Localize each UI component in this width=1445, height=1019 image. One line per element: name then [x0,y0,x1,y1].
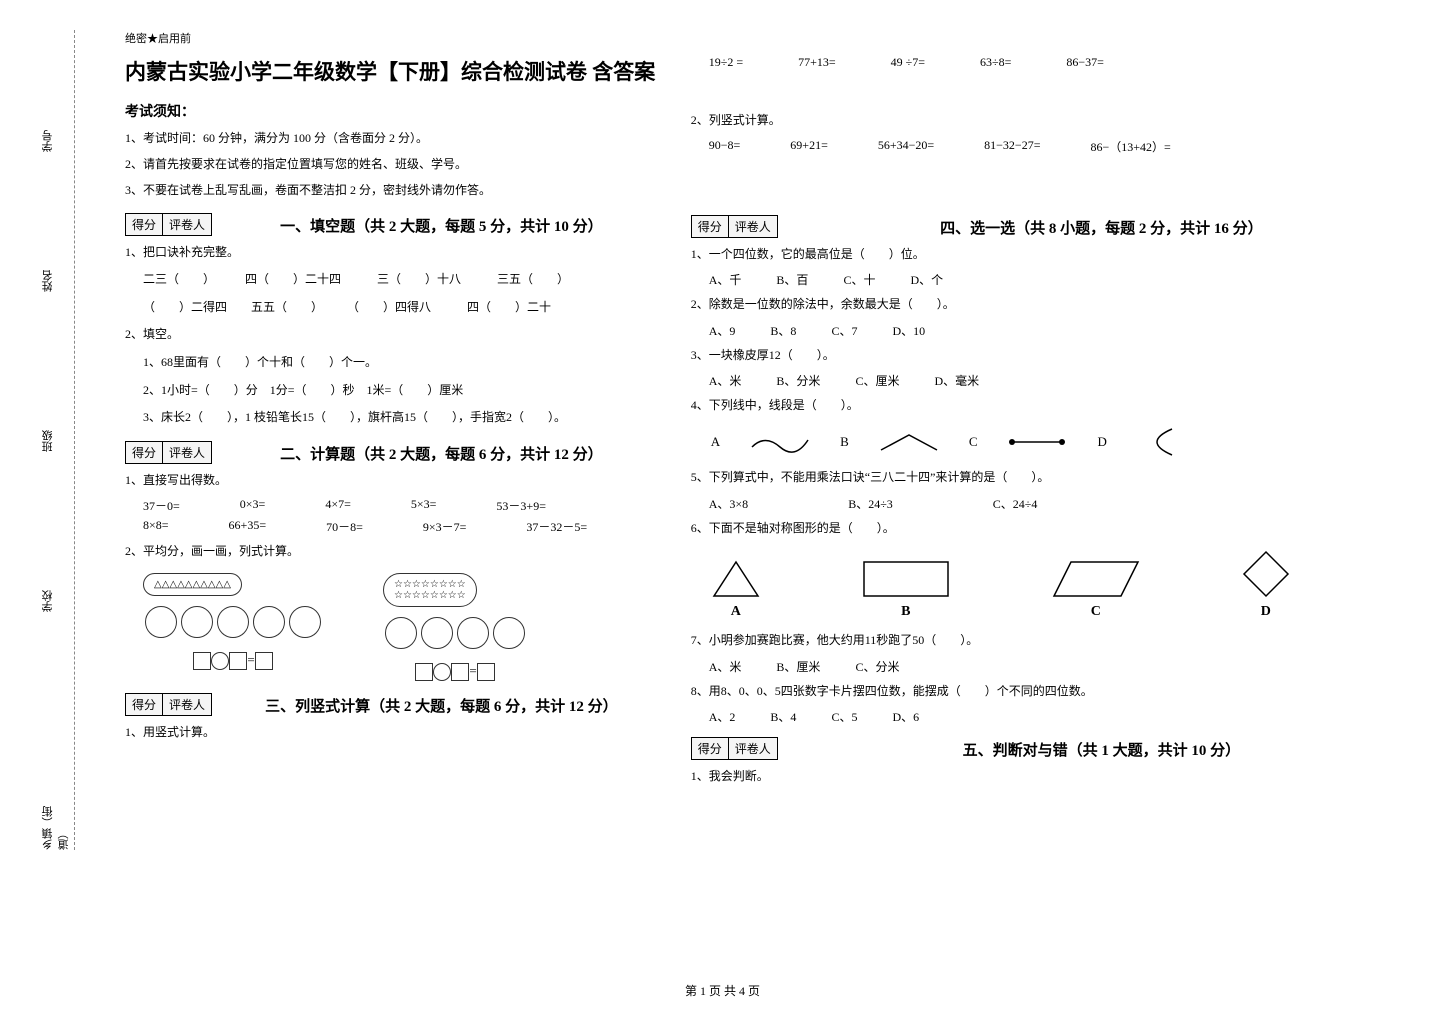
s3-q1: 1、用竖式计算。 [125,722,661,744]
rule-3: 3、不要在试卷上乱写乱画，卷面不整洁扣 2 分，密封线外请勿作答。 [125,181,661,200]
section-4-header: 得分 评卷人 四、选一选（共 8 小题，每题 2 分，共计 16 分） [691,215,1415,238]
s5-q1: 1、我会判断。 [691,766,1415,788]
s4-q4-figures: A B C D [691,427,1415,457]
s4-q8-opts: A、2B、4C、5D、6 [691,708,1415,725]
grader-label: 评卷人 [163,214,211,235]
right-column: 19÷2 = 77+13= 49 ÷7= 63÷8= 86−37= 2、列竖式计… [676,30,1430,794]
s4-q7-opts: A、米B、厘米C、分米 [691,658,1415,675]
score-box: 得分 评卷人 [125,213,212,236]
s1-q2-item2: 2、1小时=（ ）分 1分=（ ）秒 1米=（ ）厘米 [125,380,661,402]
seal-line [45,30,75,850]
score-box: 得分 评卷人 [691,737,778,760]
s2-q1-row2: 8×8= 66+35= 70－8= 9×3－7= 37－32－5= [143,518,661,535]
section-3-title: 三、列竖式计算（共 2 大题，每题 6 分，共计 12 分） [222,693,661,716]
s4-q5: 5、下列算式中，不能用乘法口诀“三八二十四”来计算的是（ ）。 [691,467,1415,489]
segment-c-icon [1007,432,1067,452]
s1-q2: 2、填空。 [125,324,661,346]
angle-b-icon [879,432,939,452]
section-4-title: 四、选一选（共 8 小题，每题 2 分，共计 16 分） [788,215,1415,238]
section-2-header: 得分 评卷人 二、计算题（共 2 大题，每题 6 分，共计 12 分） [125,441,661,464]
s3-q2-row: 90−8= 69+21= 56+34−20= 81−32−27= 86−（13+… [709,138,1415,155]
s4-q2: 2、除数是一位数的除法中，余数最大是（ ）。 [691,294,1415,316]
star-group: ☆☆☆☆☆☆☆☆ ☆☆☆☆☆☆☆☆ = [383,573,527,681]
s2-q2: 2、平均分，画一画，列式计算。 [125,541,661,563]
section-2-title: 二、计算题（共 2 大题，每题 6 分，共计 12 分） [222,441,661,464]
s4-q1-opts: A、千B、百C、十D、个 [691,271,1415,288]
score-box: 得分 评卷人 [125,693,212,716]
exam-title: 内蒙古实验小学二年级数学【下册】综合检测试卷 含答案 [125,56,661,86]
rule-2: 2、请首先按要求在试卷的指定位置填写您的姓名、班级、学号。 [125,155,661,174]
s4-q5-opts: A、3×8B、24÷3C、24÷4 [691,495,1415,512]
section-1-title: 一、填空题（共 2 大题，每题 5 分，共计 10 分） [222,213,661,236]
score-box: 得分 评卷人 [125,441,212,464]
rule-1: 1、考试时间：60 分钟，满分为 100 分（含卷面分 2 分）。 [125,129,661,148]
curve-a-icon [750,432,810,452]
s4-q7: 7、小明参加赛跑比赛，他大约用11秒跑了50（ ）。 [691,630,1415,652]
s1-q1-line1: 二三（ ） 四（ ）二十四 三（ ）十八 三五（ ） [125,269,661,291]
s4-q8: 8、用8、0、0、5四张数字卡片摆四位数，能摆成（ ）个不同的四位数。 [691,681,1415,703]
s2-q1: 1、直接写出得数。 [125,470,661,492]
s4-q3-opts: A、米B、分米C、厘米D、毫米 [691,372,1415,389]
s4-q6-figures: A B C D [691,549,1415,620]
s3-q2: 2、列竖式计算。 [691,110,1415,132]
score-label: 得分 [126,214,163,235]
left-column: 绝密★启用前 内蒙古实验小学二年级数学【下册】综合检测试卷 含答案 考试须知： … [110,30,676,794]
section-3-header: 得分 评卷人 三、列竖式计算（共 2 大题，每题 6 分，共计 12 分） [125,693,661,716]
s4-q2-opts: A、9B、8C、7D、10 [691,322,1415,339]
section-5-header: 得分 评卷人 五、判断对与错（共 1 大题，共计 10 分） [691,737,1415,760]
s4-q4: 4、下列线中，线段是（ ）。 [691,395,1415,417]
s4-q6: 6、下面不是轴对称图形的是（ ）。 [691,518,1415,540]
s4-q3: 3、一块橡皮厚12（ ）。 [691,345,1415,367]
s2-q1-row1: 37－0= 0×3= 4×7= 5×3= 53－3+9= [143,497,661,514]
secret-tag: 绝密★启用前 [125,30,661,46]
s4-q1: 1、一个四位数，它的最高位是（ ）位。 [691,244,1415,266]
s1-q2-item1: 1、68里面有（ ）个十和（ ）个一。 [125,352,661,374]
s1-q1-line2: （ ）二得四 五五（ ） （ ）四得八 四（ ）二十 [125,297,661,319]
rhombus-shape: D [1241,549,1291,620]
rectangle-shape: B [861,559,951,620]
s1-q1: 1、把口诀补充完整。 [125,242,661,264]
section-5-title: 五、判断对与错（共 1 大题，共计 10 分） [788,737,1415,760]
page-footer: 第 1 页 共 4 页 [0,982,1445,999]
section-1-header: 得分 评卷人 一、填空题（共 2 大题，每题 5 分，共计 10 分） [125,213,661,236]
s3-q1-row: 19÷2 = 77+13= 49 ÷7= 63÷8= 86−37= [709,55,1415,70]
s1-q2-item3: 3、床长2（ ），1 枝铅笔长15（ ），旗杆高15（ ），手指宽2（ ）。 [125,407,661,429]
parallelogram-shape: C [1051,559,1141,620]
arc-d-icon [1137,427,1177,457]
score-box: 得分 评卷人 [691,215,778,238]
page-content: 绝密★启用前 内蒙古实验小学二年级数学【下册】综合检测试卷 含答案 考试须知： … [110,30,1430,794]
triangle-shape: A [711,559,761,620]
division-shapes: △△△△△△△△△△ = ☆☆☆☆☆☆☆☆ ☆☆☆☆☆☆☆☆ = [143,573,661,681]
triangle-group: △△△△△△△△△△ = [143,573,323,681]
notice-heading: 考试须知： [125,101,661,121]
